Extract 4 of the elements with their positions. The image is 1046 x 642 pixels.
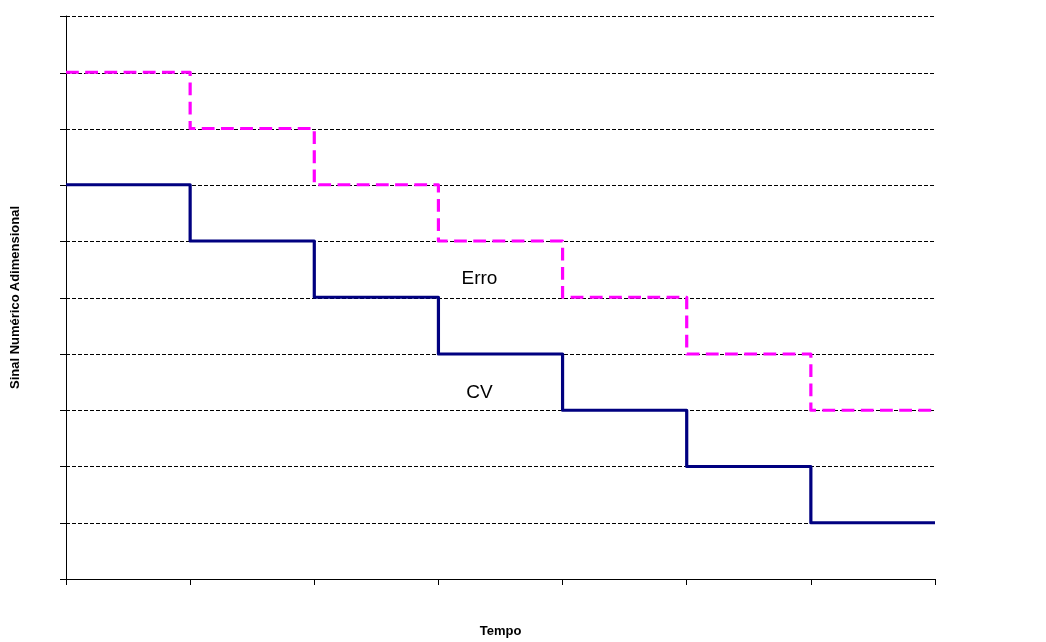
series-label: Erro	[461, 267, 498, 289]
series-label: CV	[466, 380, 493, 402]
x-axis-title: Tempo	[479, 623, 522, 638]
y-axis-title: Sinal Numérico Adimensional	[7, 205, 22, 390]
